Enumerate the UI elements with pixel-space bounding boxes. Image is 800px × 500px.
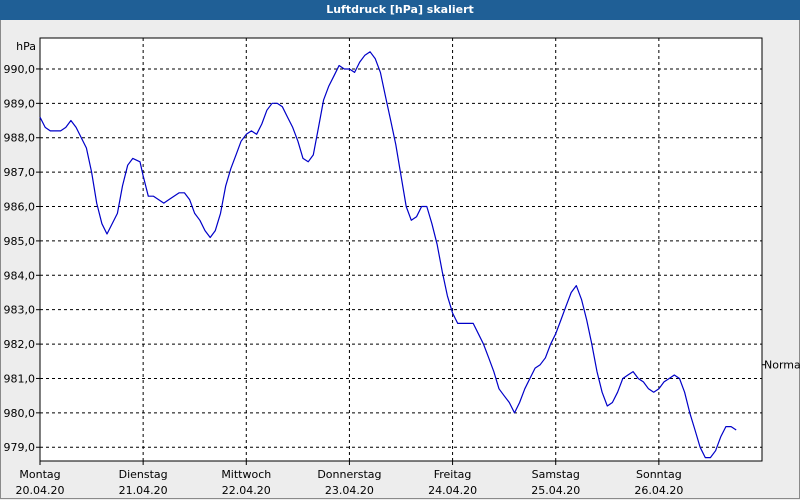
y-axis-label: hPa — [16, 40, 36, 53]
y-tick-label: 983,0 — [4, 304, 36, 317]
x-tick-day-label: Montag — [19, 468, 60, 481]
grid — [40, 38, 762, 461]
normal-marker: Normal — [762, 359, 800, 372]
x-tick-date-label: 23.04.20 — [325, 484, 374, 497]
normal-label: Normal — [764, 359, 800, 372]
y-tick-label: 987,0 — [4, 166, 36, 179]
plot-area — [39, 37, 763, 462]
series-layer — [39, 51, 737, 459]
y-tick-label: 988,0 — [4, 132, 36, 145]
y-tick-label: 979,0 — [4, 441, 36, 454]
x-tick-day-label: Mittwoch — [221, 468, 271, 481]
y-tick-label: 982,0 — [4, 338, 36, 351]
x-tick-day-label: Freitag — [434, 468, 472, 481]
x-tick-day-label: Samstag — [532, 468, 580, 481]
y-tick-label: 980,0 — [4, 407, 36, 420]
y-tick-label: 990,0 — [4, 63, 36, 76]
y-tick-label: 981,0 — [4, 372, 36, 385]
y-tick-label: 985,0 — [4, 235, 36, 248]
x-tick-date-label: 21.04.20 — [119, 484, 168, 497]
x-tick-day-label: Dienstag — [119, 468, 168, 481]
series-line — [39, 51, 737, 459]
x-tick-date-label: 20.04.20 — [16, 484, 65, 497]
chart-title: Luftdruck [hPa] skaliert — [0, 0, 800, 20]
y-tick-label: 984,0 — [4, 269, 36, 282]
y-tick-label: 989,0 — [4, 97, 36, 110]
x-tick-date-label: 22.04.20 — [222, 484, 271, 497]
x-axis-ticks: Montag 20.04.20 Dienstag 21.04.20 Mittwoch 22… — [16, 461, 683, 497]
x-tick-day-label: Sonntag — [636, 468, 682, 481]
x-tick-date-label: 26.04.20 — [634, 484, 683, 497]
y-axis-ticks: 979,0 980,0 981,0 982,0 983,0 984,0 985,0 986,0… — [4, 63, 40, 454]
y-tick-label: 986,0 — [4, 201, 36, 214]
x-tick-date-label: 25.04.20 — [531, 484, 580, 497]
x-tick-day-label: Donnerstag — [317, 468, 381, 481]
x-tick-date-label: 24.04.20 — [428, 484, 477, 497]
